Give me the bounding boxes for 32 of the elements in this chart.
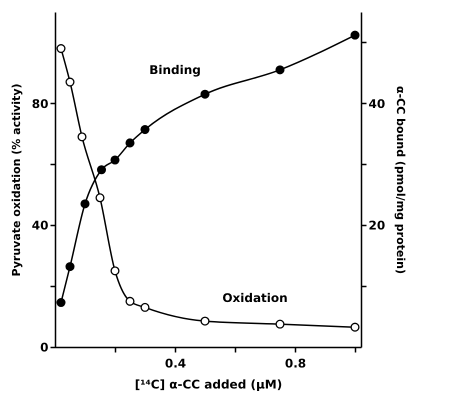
y2-tick-label: 20 xyxy=(368,218,386,233)
point xyxy=(200,90,210,99)
point xyxy=(77,132,87,142)
point xyxy=(140,125,150,134)
series-label: Binding xyxy=(149,63,201,78)
point xyxy=(95,193,105,202)
point xyxy=(125,138,135,148)
y-tick-label: 80 xyxy=(32,96,48,111)
point xyxy=(65,78,75,87)
point xyxy=(65,262,75,272)
point xyxy=(350,322,360,332)
point xyxy=(96,165,106,174)
point xyxy=(125,296,135,306)
point xyxy=(200,316,210,326)
point xyxy=(56,298,66,308)
y-axis-title: Pyruvate oxidation (% activity) xyxy=(10,83,23,277)
point xyxy=(110,266,120,276)
point xyxy=(275,320,285,329)
y2-tick-label: 40 xyxy=(368,96,386,111)
x-tick-label: 0.4 xyxy=(164,356,186,370)
point xyxy=(350,30,360,40)
point xyxy=(110,155,120,165)
y2-axis-title: α-CC bound (pmol/mg protein) xyxy=(394,86,408,274)
x-tick-label: 0.8 xyxy=(284,356,306,370)
point xyxy=(275,65,285,74)
y-tick-label: 0 xyxy=(40,340,48,354)
point xyxy=(56,44,66,54)
point xyxy=(80,199,90,208)
series-label: Oxidation xyxy=(222,291,288,306)
point xyxy=(140,302,150,312)
y-tick-label: 40 xyxy=(32,218,48,233)
x-axis-title: [¹⁴C] α-CC added (μM) xyxy=(134,378,282,392)
